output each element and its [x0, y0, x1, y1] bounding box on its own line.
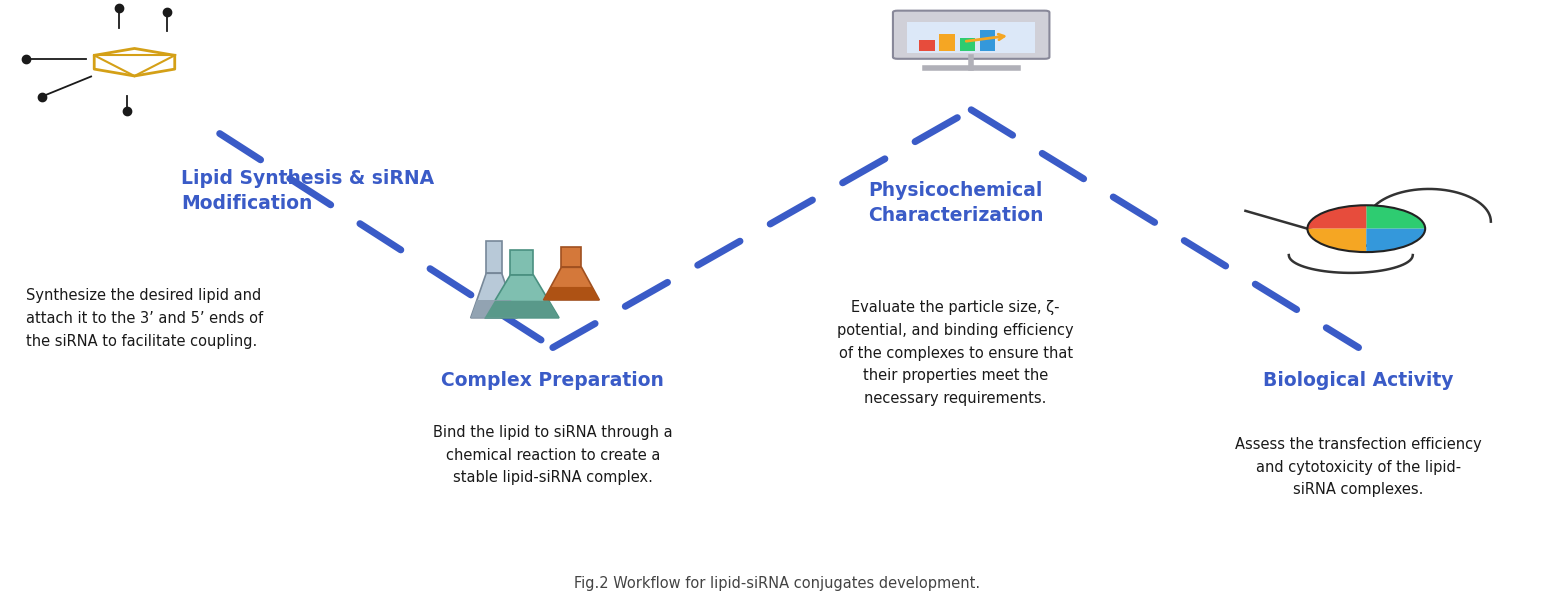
Text: Evaluate the particle size, ζ-
potential, and binding efficiency
of the complexe: Evaluate the particle size, ζ- potential…: [838, 300, 1075, 406]
Bar: [510, 250, 533, 275]
Bar: [919, 40, 935, 51]
Polygon shape: [544, 268, 599, 300]
Polygon shape: [1308, 229, 1367, 252]
Bar: [561, 247, 582, 268]
Polygon shape: [471, 300, 518, 318]
Text: Bind the lipid to siRNA through a
chemical reaction to create a
stable lipid-siR: Bind the lipid to siRNA through a chemic…: [432, 425, 673, 485]
Polygon shape: [471, 273, 518, 318]
Bar: [487, 241, 502, 273]
Polygon shape: [1308, 205, 1367, 229]
Bar: [907, 22, 1036, 53]
Polygon shape: [485, 275, 560, 318]
Text: Biological Activity: Biological Activity: [1263, 371, 1454, 391]
Polygon shape: [1367, 229, 1426, 252]
Bar: [939, 34, 955, 51]
Polygon shape: [544, 287, 599, 300]
Bar: [959, 38, 975, 51]
FancyBboxPatch shape: [893, 11, 1050, 59]
Text: Fig.2 Workflow for lipid-siRNA conjugates development.: Fig.2 Workflow for lipid-siRNA conjugate…: [574, 576, 981, 591]
Text: Assess the transfection efficiency
and cytotoxicity of the lipid-
siRNA complexe: Assess the transfection efficiency and c…: [1235, 437, 1482, 497]
Text: Lipid Synthesis & siRNA
Modification: Lipid Synthesis & siRNA Modification: [180, 169, 434, 213]
Polygon shape: [485, 301, 560, 318]
Polygon shape: [1367, 205, 1426, 229]
Text: Synthesize the desired lipid and
attach it to the 3’ and 5’ ends of
the siRNA to: Synthesize the desired lipid and attach …: [26, 288, 263, 349]
Text: Physicochemical
Characterization: Physicochemical Characterization: [868, 181, 1043, 225]
Bar: [980, 30, 995, 51]
Text: Complex Preparation: Complex Preparation: [442, 371, 664, 391]
